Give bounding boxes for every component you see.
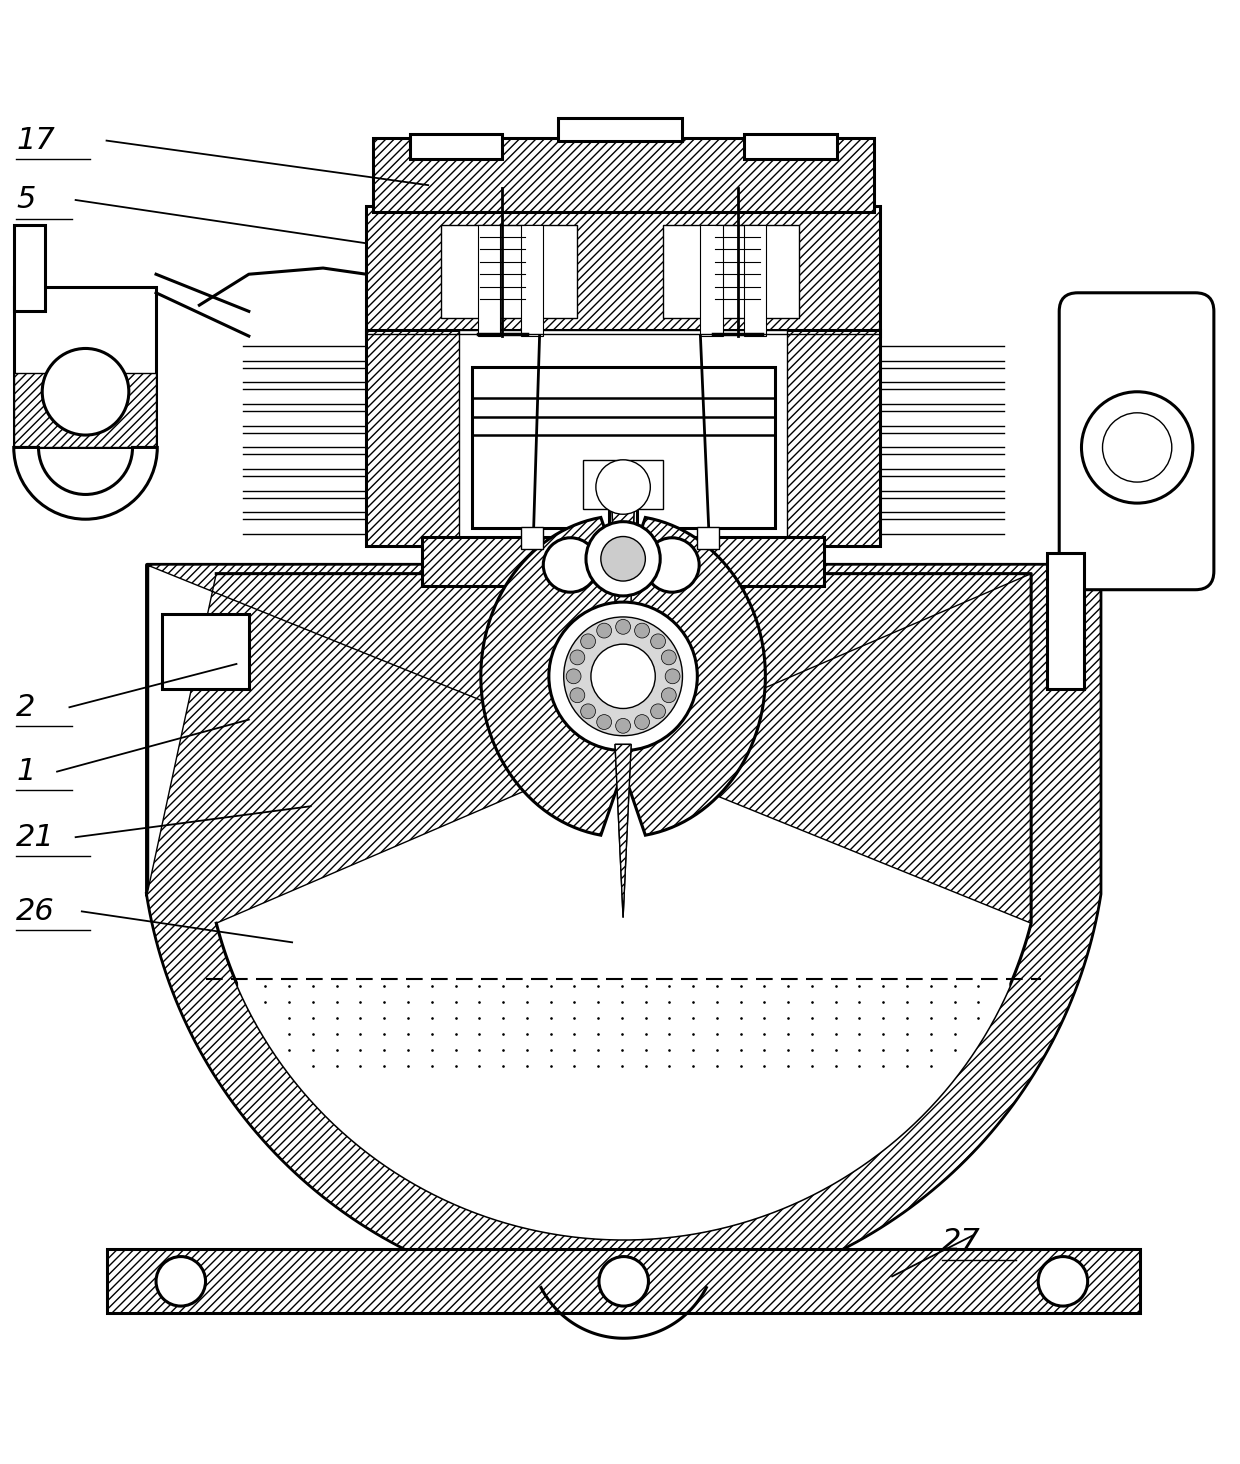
Bar bbox=[440, 225, 577, 318]
Circle shape bbox=[1038, 1256, 1087, 1306]
Circle shape bbox=[1081, 392, 1193, 504]
Circle shape bbox=[599, 1256, 649, 1306]
Circle shape bbox=[591, 644, 655, 709]
Text: 1: 1 bbox=[16, 757, 36, 786]
Bar bbox=[366, 329, 880, 546]
Bar bbox=[372, 138, 874, 212]
Circle shape bbox=[156, 1256, 206, 1306]
Polygon shape bbox=[591, 517, 765, 834]
Bar bbox=[521, 527, 543, 549]
Bar bbox=[162, 615, 249, 688]
Wedge shape bbox=[14, 448, 157, 520]
Circle shape bbox=[661, 688, 676, 703]
Circle shape bbox=[601, 536, 645, 581]
Circle shape bbox=[616, 619, 630, 634]
Circle shape bbox=[570, 688, 585, 703]
Bar bbox=[744, 135, 837, 160]
Bar bbox=[697, 527, 719, 549]
Text: 21: 21 bbox=[16, 823, 55, 852]
Circle shape bbox=[661, 650, 676, 665]
Bar bbox=[477, 225, 500, 337]
Circle shape bbox=[567, 669, 582, 684]
Circle shape bbox=[635, 624, 650, 638]
Text: 26: 26 bbox=[16, 897, 55, 925]
Polygon shape bbox=[148, 565, 1100, 1301]
Text: 27: 27 bbox=[941, 1227, 981, 1256]
Circle shape bbox=[596, 714, 611, 729]
Circle shape bbox=[543, 537, 598, 593]
Bar bbox=[663, 225, 800, 318]
Circle shape bbox=[635, 714, 650, 729]
Bar bbox=[107, 1249, 1140, 1313]
Circle shape bbox=[549, 602, 697, 751]
Polygon shape bbox=[148, 565, 1100, 1301]
Bar bbox=[14, 287, 156, 448]
Bar bbox=[14, 373, 156, 448]
Bar bbox=[583, 460, 663, 509]
Text: 2: 2 bbox=[16, 692, 36, 722]
Polygon shape bbox=[611, 488, 635, 632]
Circle shape bbox=[651, 704, 666, 719]
Circle shape bbox=[651, 634, 666, 649]
Polygon shape bbox=[611, 488, 635, 632]
Circle shape bbox=[596, 624, 611, 638]
Circle shape bbox=[580, 704, 595, 719]
Bar bbox=[558, 119, 682, 141]
Polygon shape bbox=[609, 488, 637, 657]
Circle shape bbox=[580, 634, 595, 649]
FancyBboxPatch shape bbox=[1059, 293, 1214, 590]
Bar bbox=[14, 225, 45, 312]
Circle shape bbox=[587, 521, 660, 596]
Circle shape bbox=[564, 616, 682, 736]
Polygon shape bbox=[615, 744, 631, 918]
Bar bbox=[366, 206, 880, 337]
Bar bbox=[409, 135, 502, 160]
Circle shape bbox=[570, 650, 585, 665]
Bar bbox=[471, 367, 775, 529]
Polygon shape bbox=[615, 744, 631, 918]
Bar bbox=[744, 225, 766, 337]
Bar bbox=[521, 225, 543, 337]
Bar bbox=[1047, 552, 1084, 688]
Text: 17: 17 bbox=[16, 126, 55, 155]
Bar bbox=[701, 225, 723, 337]
Circle shape bbox=[645, 537, 699, 593]
Circle shape bbox=[665, 669, 680, 684]
Circle shape bbox=[616, 719, 630, 733]
Text: 5: 5 bbox=[16, 186, 36, 215]
Circle shape bbox=[42, 348, 129, 435]
Circle shape bbox=[596, 460, 650, 514]
Bar bbox=[422, 536, 825, 586]
Bar bbox=[459, 329, 787, 546]
Polygon shape bbox=[481, 517, 655, 834]
Polygon shape bbox=[238, 979, 1009, 1239]
Circle shape bbox=[1102, 413, 1172, 482]
